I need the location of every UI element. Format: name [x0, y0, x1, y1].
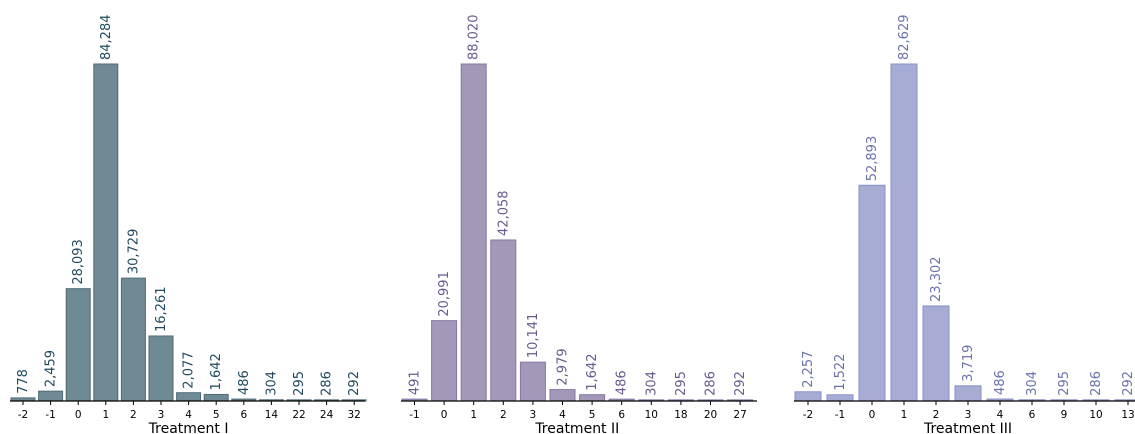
- data-label: 1,522: [833, 354, 848, 391]
- x-tick-label: 2: [933, 409, 940, 421]
- x-tick-label: 3: [530, 409, 537, 421]
- data-label: 28,093: [71, 239, 86, 285]
- x-tick-label: 2: [130, 409, 137, 421]
- chart-panel-1: -2 778 -1 2,459 0 28,093 1 84,284 2 30,729 3 16,261…: [10, 15, 367, 434]
- x-tick-label: 1: [102, 409, 109, 421]
- data-label: 295: [292, 371, 307, 396]
- data-label: 304: [1025, 371, 1040, 396]
- data-label: 20,991: [437, 271, 452, 317]
- data-label: 286: [1089, 371, 1104, 396]
- data-label: 52,893: [865, 136, 880, 182]
- data-label: 42,058: [496, 190, 511, 236]
- x-tick-label: 4: [559, 409, 566, 421]
- data-label: 486: [237, 370, 252, 395]
- bar-3: [519, 361, 546, 402]
- x-axis-title: Treatment I: [148, 421, 229, 434]
- data-label: 304: [644, 371, 659, 396]
- data-label: 292: [733, 371, 748, 396]
- data-label: 16,261: [154, 286, 169, 332]
- data-label: 10,141: [526, 313, 541, 359]
- x-tick-label: 0: [75, 409, 82, 421]
- data-label: 2,979: [556, 348, 571, 385]
- data-label: 2,077: [182, 351, 197, 388]
- data-label: 30,729: [126, 229, 141, 275]
- bar-3: [954, 385, 982, 402]
- data-label: 295: [1057, 371, 1072, 396]
- data-label: 2,257: [801, 351, 816, 388]
- chart-panel-3: -2 2,257 -1 1,522 0 52,893 1 82,629 2 23,302 3 3,71…: [794, 15, 1135, 434]
- x-tick-label: 3: [965, 409, 972, 421]
- x-tick-label: 5: [213, 409, 220, 421]
- bar-3: [148, 335, 174, 402]
- x-tick-label: 22: [292, 409, 305, 421]
- data-label: 1,642: [209, 353, 224, 390]
- x-tick-label: 4: [997, 409, 1004, 421]
- data-label: 82,629: [897, 15, 912, 61]
- bar-2: [120, 277, 146, 402]
- data-label: 2,459: [44, 350, 59, 387]
- bar-4: [176, 392, 202, 402]
- data-label: 1,642: [585, 353, 600, 390]
- x-tick-label: 5: [589, 409, 596, 421]
- x-tick-label: -1: [835, 409, 845, 421]
- x-tick-label: -2: [18, 409, 28, 421]
- bar-1: [93, 63, 119, 402]
- x-tick-label: 24: [320, 409, 334, 421]
- x-tick-label: 4: [185, 409, 192, 421]
- x-tick-label: 2: [500, 409, 507, 421]
- bar-2: [922, 305, 950, 402]
- data-label: 292: [1121, 371, 1135, 396]
- x-tick-label: 13: [1121, 409, 1134, 421]
- data-label: 84,284: [99, 15, 114, 61]
- bar-2: [490, 239, 517, 402]
- x-tick-label: 9: [1061, 409, 1068, 421]
- x-tick-label: -1: [45, 409, 55, 421]
- x-tick-label: 3: [158, 409, 165, 421]
- bar-5: [579, 394, 606, 402]
- data-label: 486: [993, 370, 1008, 395]
- x-tick-label: 18: [674, 409, 687, 421]
- x-tick-label: 0: [441, 409, 448, 421]
- data-label: 491: [408, 370, 423, 395]
- x-axis-title: Treatment II: [534, 421, 619, 434]
- x-tick-label: 6: [240, 409, 247, 421]
- x-tick-label: 10: [1089, 409, 1102, 421]
- bar-5: [203, 393, 229, 402]
- data-label: 295: [674, 371, 689, 396]
- chart-panel-2: -1 491 0 20,991 1 88,020 2 42,058 3 10,141 4 2,979 5…: [401, 15, 757, 434]
- x-tick-label: 6: [618, 409, 625, 421]
- x-tick-label: 1: [470, 409, 477, 421]
- data-label: 88,020: [467, 15, 482, 61]
- x-tick-label: 20: [704, 409, 717, 421]
- x-tick-label: 10: [645, 409, 658, 421]
- x-tick-label: -2: [803, 409, 813, 421]
- bar-1: [460, 63, 487, 402]
- x-axis-title: Treatment III: [923, 421, 1012, 434]
- bar--1: [38, 390, 64, 402]
- bar-0: [858, 184, 886, 402]
- bar-0: [431, 320, 458, 402]
- data-label: 23,302: [929, 256, 944, 302]
- x-tick-label: 0: [869, 409, 876, 421]
- data-label: 286: [704, 371, 719, 396]
- data-label: 3,719: [961, 345, 976, 382]
- x-tick-label: 14: [265, 409, 279, 421]
- x-tick-label: -1: [409, 409, 419, 421]
- bar--1: [826, 394, 854, 402]
- data-label: 286: [320, 371, 335, 396]
- x-tick-label: 32: [348, 409, 361, 421]
- bar-0: [65, 288, 91, 402]
- x-tick-label: 1: [901, 409, 908, 421]
- data-label: 778: [16, 369, 31, 394]
- data-label: 304: [264, 371, 279, 396]
- bar-4: [549, 389, 576, 402]
- data-label: 292: [347, 371, 362, 396]
- x-tick-label: 27: [733, 409, 746, 421]
- bar-1: [890, 63, 918, 402]
- bar--2: [794, 391, 822, 402]
- x-tick-label: 6: [1029, 409, 1036, 421]
- data-label: 486: [615, 370, 630, 395]
